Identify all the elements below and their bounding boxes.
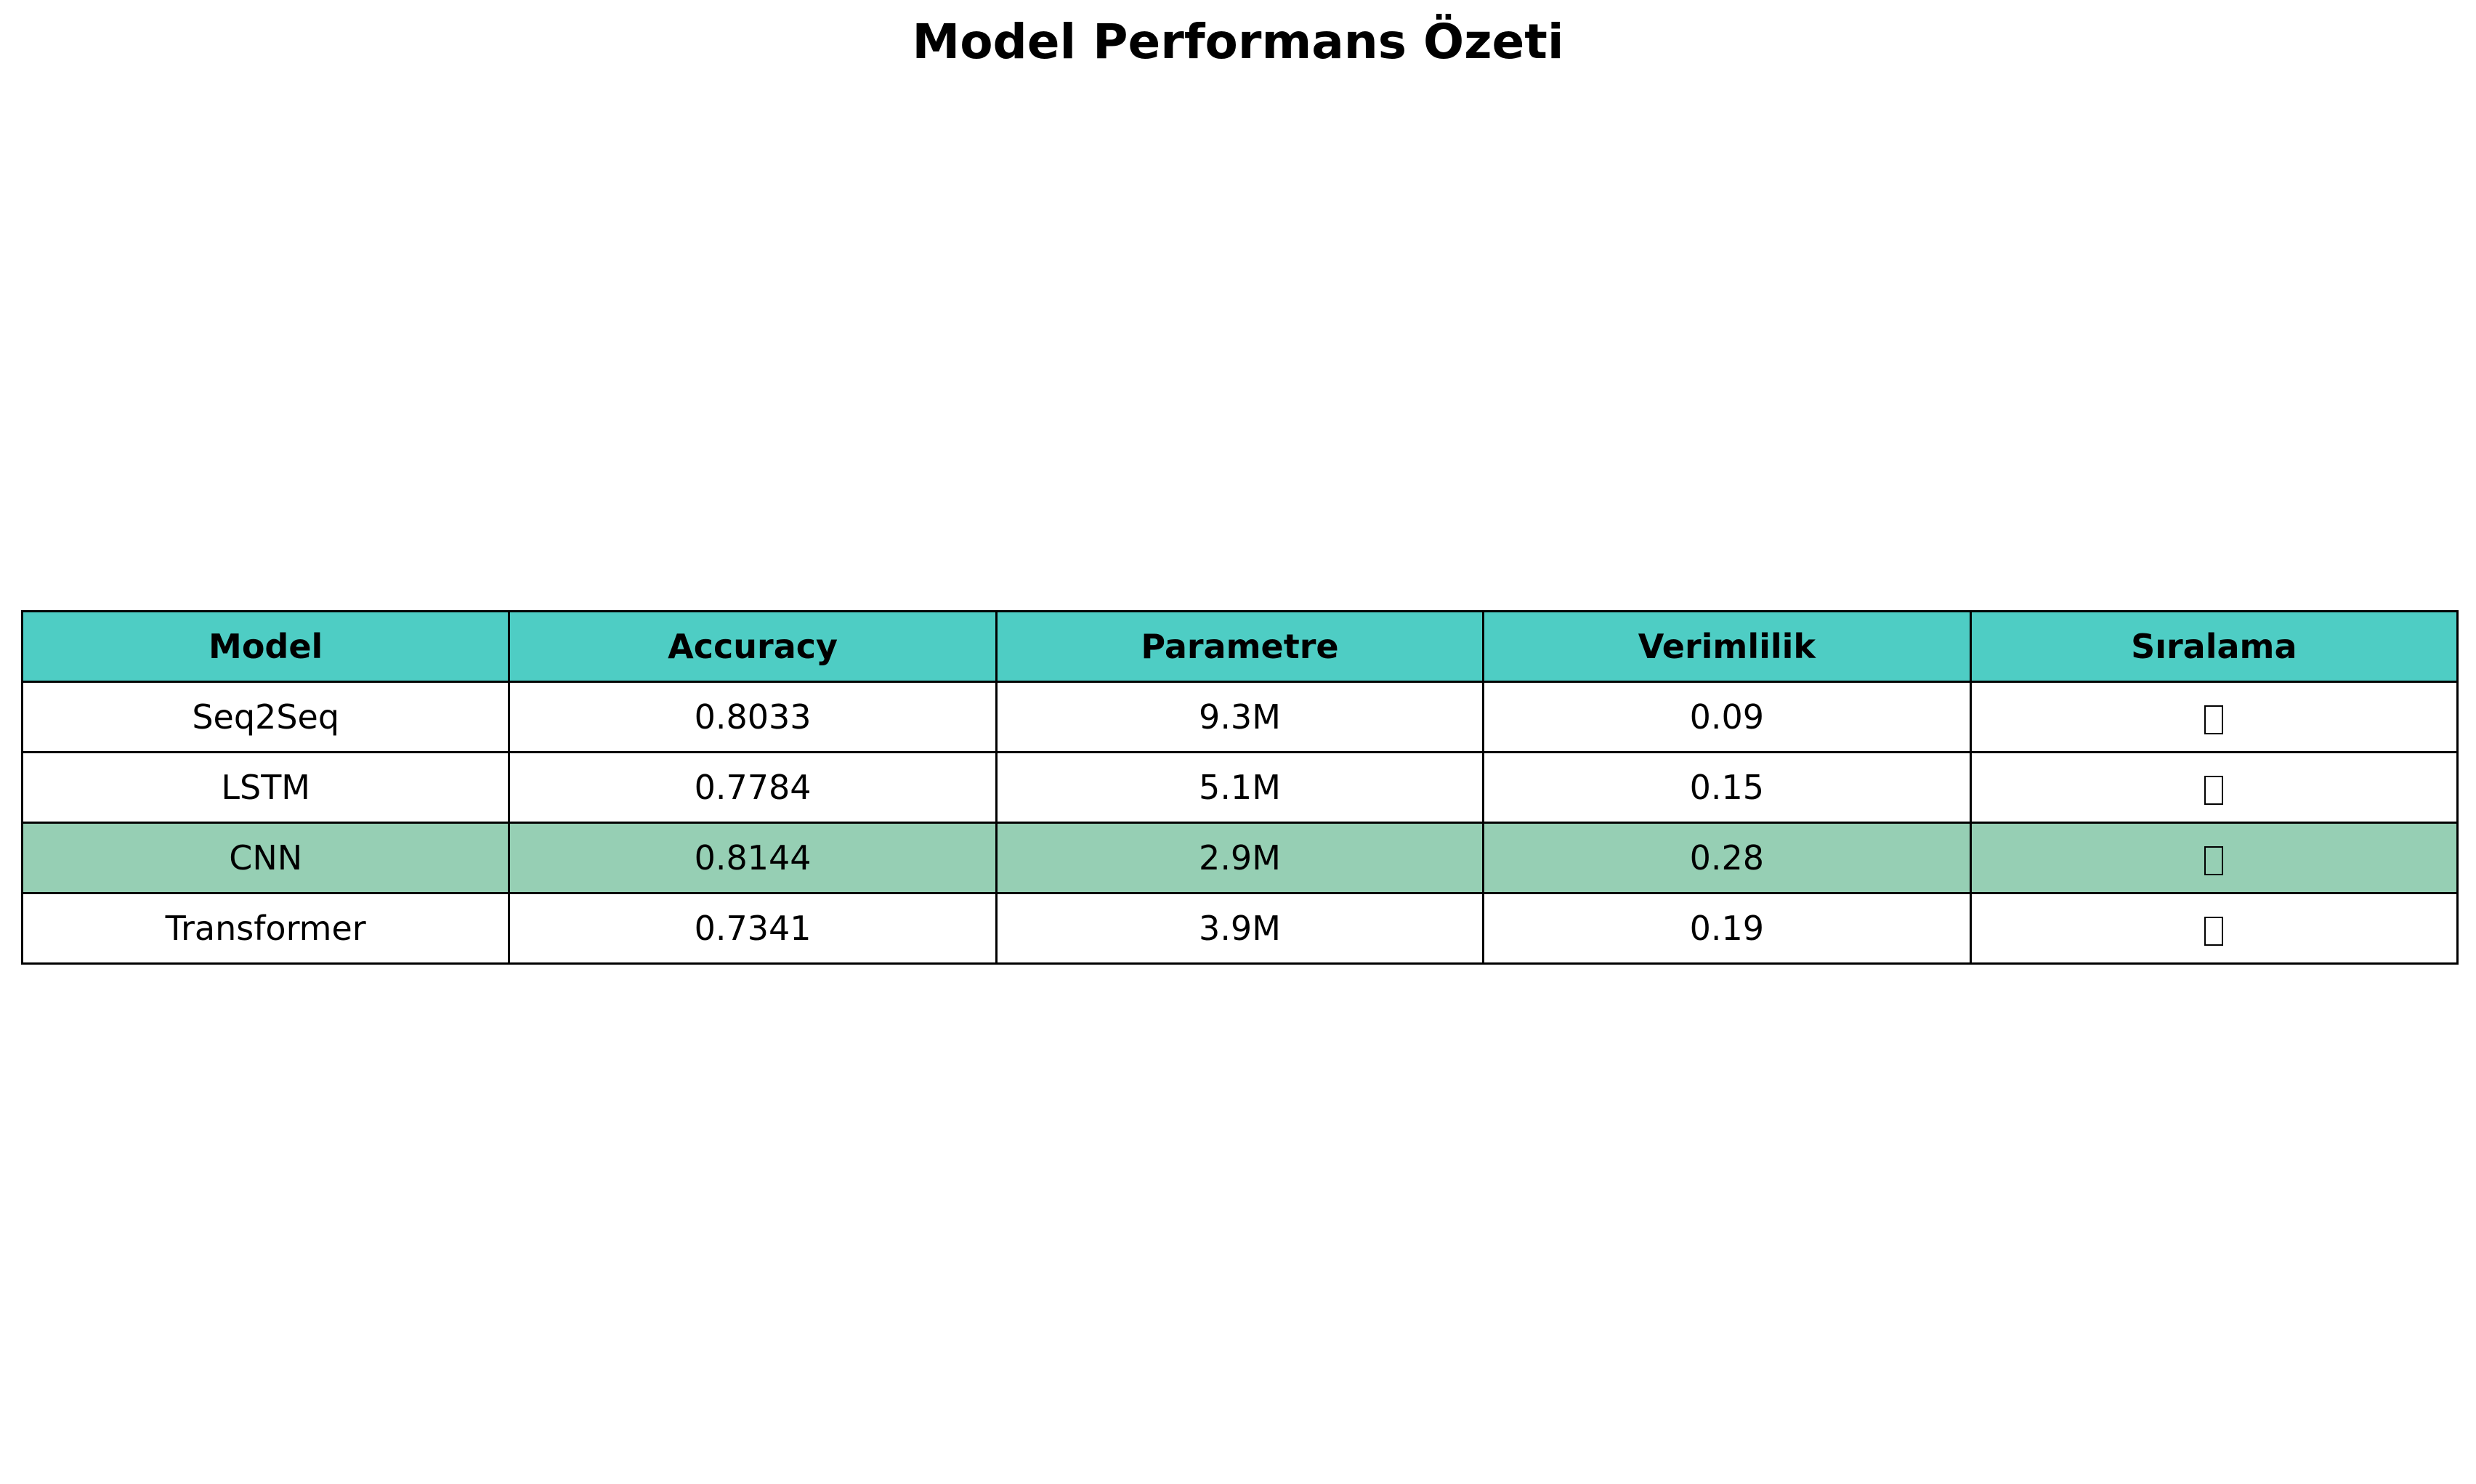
column-header-rank: Sıralama <box>1969 610 2459 683</box>
rank-missing-glyph-icon <box>2204 916 2224 946</box>
column-header-parameters: Parametre <box>995 610 1485 683</box>
cell-efficiency: 0.15 <box>1482 751 1972 824</box>
cell-model: Seq2Seq <box>20 681 511 753</box>
performance-table: Model Accuracy Parametre Verimlilik Sıra… <box>20 610 2459 965</box>
table-row: LSTM 0.7784 5.1M 0.15 <box>20 751 2459 824</box>
table-row: Transformer 0.7341 3.9M 0.19 <box>20 892 2459 965</box>
table-row: Seq2Seq 0.8033 9.3M 0.09 <box>20 681 2459 753</box>
cell-rank <box>1969 822 2459 894</box>
cell-model: Transformer <box>20 892 511 965</box>
table-body: Seq2Seq 0.8033 9.3M 0.09 LSTM 0.7784 5.1M 0.15 C… <box>20 681 2459 965</box>
cell-parameters: 3.9M <box>995 892 1485 965</box>
cell-model: CNN <box>20 822 511 894</box>
cell-efficiency: 0.19 <box>1482 892 1972 965</box>
column-header-accuracy: Accuracy <box>508 610 998 683</box>
cell-accuracy: 0.8144 <box>508 822 998 894</box>
cell-parameters: 9.3M <box>995 681 1485 753</box>
cell-model: LSTM <box>20 751 511 824</box>
table-header-row: Model Accuracy Parametre Verimlilik Sıra… <box>20 610 2459 683</box>
chart-title: Model Performans Özeti <box>912 14 1564 70</box>
cell-rank <box>1969 681 2459 753</box>
column-header-efficiency: Verimlilik <box>1482 610 1972 683</box>
cell-rank <box>1969 892 2459 965</box>
cell-accuracy: 0.8033 <box>508 681 998 753</box>
cell-parameters: 2.9M <box>995 822 1485 894</box>
rank-missing-glyph-icon <box>2204 846 2224 875</box>
rank-missing-glyph-icon <box>2204 705 2224 734</box>
column-header-model: Model <box>20 610 511 683</box>
table-row: CNN 0.8144 2.9M 0.28 <box>20 822 2459 894</box>
cell-accuracy: 0.7784 <box>508 751 998 824</box>
cell-parameters: 5.1M <box>995 751 1485 824</box>
rank-missing-glyph-icon <box>2204 775 2224 805</box>
cell-efficiency: 0.09 <box>1482 681 1972 753</box>
cell-rank <box>1969 751 2459 824</box>
cell-efficiency: 0.28 <box>1482 822 1972 894</box>
cell-accuracy: 0.7341 <box>508 892 998 965</box>
